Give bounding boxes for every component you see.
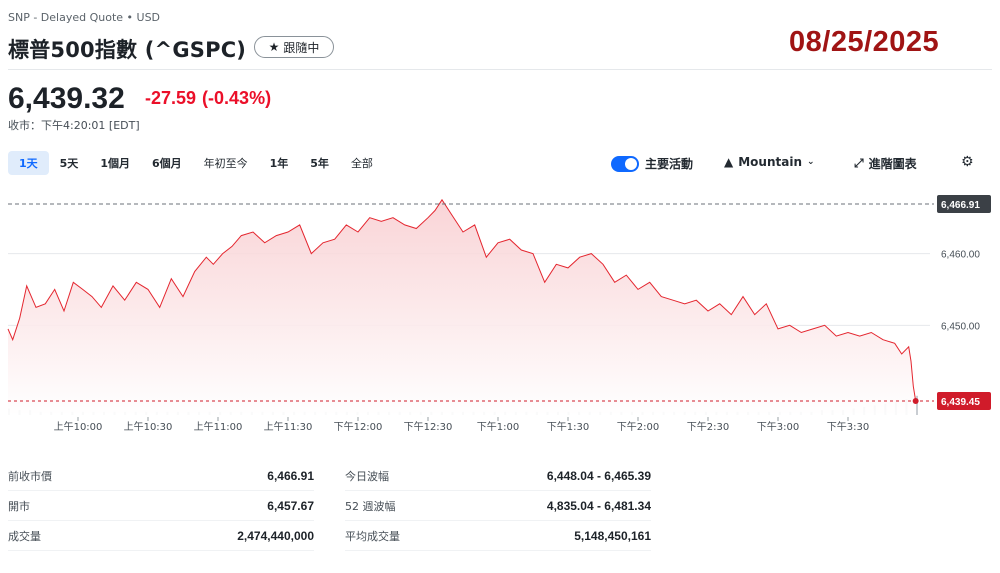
stat-value: 6,457.67: [267, 498, 314, 513]
advanced-chart-label: 進階圖表: [868, 157, 917, 171]
range-tab-ytd[interactable]: 年初至今: [193, 151, 259, 175]
x-tick-label: 下午2:30: [687, 420, 729, 433]
x-tick-label: 下午12:00: [334, 420, 383, 433]
price-line: [7, 198, 917, 402]
range-tab-all[interactable]: 全部: [340, 151, 384, 175]
stat-row-avg-volume: 平均成交量 5,148,450,161: [345, 521, 651, 551]
y-tick-label: 6,450.00: [941, 321, 980, 332]
chevron-down-icon: ⌄: [807, 157, 815, 167]
events-toggle[interactable]: 主要活動: [611, 155, 693, 172]
range-label: 1年: [269, 157, 289, 170]
last-price-dot: [912, 398, 919, 405]
range-tab-1d[interactable]: 1天: [8, 151, 49, 175]
stat-row-volume: 成交量 2,474,440,000: [8, 521, 314, 551]
last-price-tag: 6,439.45: [937, 392, 991, 411]
stat-row-52wk-range: 52 週波幅 4,835.04 - 6,481.34: [345, 491, 651, 521]
previous-close-tag: 6,466.91: [937, 194, 991, 213]
stat-row-prev-close: 前收市價 6,466.91: [8, 461, 314, 491]
exchange-info: SNP - Delayed Quote • USD: [8, 11, 161, 24]
x-tick-label: 下午12:30: [404, 420, 453, 433]
range-tab-1m[interactable]: 1個月: [89, 151, 141, 175]
range-tab-6m[interactable]: 6個月: [141, 151, 193, 175]
stat-label: 成交量: [8, 529, 41, 543]
previous-close-label: 6,466.91: [941, 200, 980, 211]
range-label: 5年: [310, 157, 329, 170]
stat-label: 開市: [8, 499, 30, 513]
stat-label: 52 週波幅: [345, 499, 396, 513]
range-label: 全部: [350, 157, 373, 170]
chart-svg: 6,466.91 6,439.45 6,460.00 6,450.00 上午10:…: [7, 194, 991, 433]
x-tick-label: 下午3:30: [827, 420, 869, 433]
events-toggle-label: 主要活動: [645, 157, 694, 171]
x-tick-label: 上午10:00: [54, 420, 103, 433]
stat-label: 前收市價: [8, 469, 52, 483]
chart-type-label: Mountain: [738, 155, 802, 169]
area-fill: [8, 199, 916, 415]
change-value: -27.59: [145, 88, 197, 108]
range-tab-5y[interactable]: 5年: [299, 151, 340, 175]
page-title: 標普500指數 (^GSPC): [8, 38, 247, 62]
advanced-chart-link[interactable]: ⤢ 進階圖表: [854, 155, 917, 172]
date-stamp: 08/25/2025: [789, 26, 940, 58]
stat-row-day-range: 今日波幅 6,448.04 - 6,465.39: [345, 461, 651, 491]
range-label: 1天: [19, 157, 38, 170]
x-tick-label: 下午3:00: [757, 420, 799, 433]
stat-value: 6,466.91: [267, 468, 314, 483]
stat-label: 今日波幅: [345, 469, 389, 483]
stat-value: 4,835.04 - 6,481.34: [546, 498, 651, 513]
star-icon: ★: [268, 40, 280, 54]
gear-icon[interactable]: ⚙: [961, 154, 974, 170]
toggle-switch[interactable]: [611, 155, 639, 172]
stat-value: 5,148,450,161: [574, 528, 651, 543]
stat-value: 2,474,440,000: [237, 528, 314, 543]
expand-icon: ⤢: [854, 156, 864, 170]
close-time: 收市：下午4:20:01 [EDT]: [8, 119, 140, 132]
last-price: 6,439.32: [8, 82, 125, 115]
stat-label: 平均成交量: [345, 529, 400, 543]
y-tick-label: 6,460.00: [941, 250, 980, 261]
price-chart[interactable]: 6,466.91 6,439.45 6,460.00 6,450.00 上午10:…: [0, 183, 1000, 443]
x-tick-label: 上午11:00: [194, 420, 243, 433]
x-tick-label: 上午11:30: [264, 420, 313, 433]
stat-row-open: 開市 6,457.67: [8, 491, 314, 521]
range-label: 1個月: [100, 157, 130, 170]
stat-value: 6,448.04 - 6,465.39: [546, 468, 651, 483]
chart-type-dropdown[interactable]: ▲ Mountain ⌄: [724, 155, 815, 169]
change-percent: (-0.43%): [202, 88, 272, 108]
range-tab-1y[interactable]: 1年: [259, 151, 300, 175]
follow-button-label: 跟隨中: [283, 40, 320, 55]
range-label: 5天: [59, 157, 79, 170]
range-label: 6個月: [151, 157, 182, 170]
x-tick-label: 下午1:30: [547, 420, 589, 433]
range-selector: 1天 5天 1個月 6個月 年初至今 1年 5年 全部: [8, 151, 384, 175]
volume-bar: [916, 395, 918, 415]
range-label: 年初至今: [203, 157, 248, 170]
last-price-label: 6,439.45: [941, 397, 980, 408]
x-tick-label: 下午2:00: [617, 420, 659, 433]
x-tick-label: 下午1:00: [477, 420, 519, 433]
mountain-icon: ▲: [724, 155, 734, 169]
price-change: -27.59 (-0.43%): [145, 88, 277, 109]
x-tick-label: 上午10:30: [124, 420, 173, 433]
follow-button[interactable]: ★ 跟隨中: [254, 36, 334, 58]
range-tab-5d[interactable]: 5天: [49, 151, 90, 175]
header-divider: [8, 69, 992, 70]
